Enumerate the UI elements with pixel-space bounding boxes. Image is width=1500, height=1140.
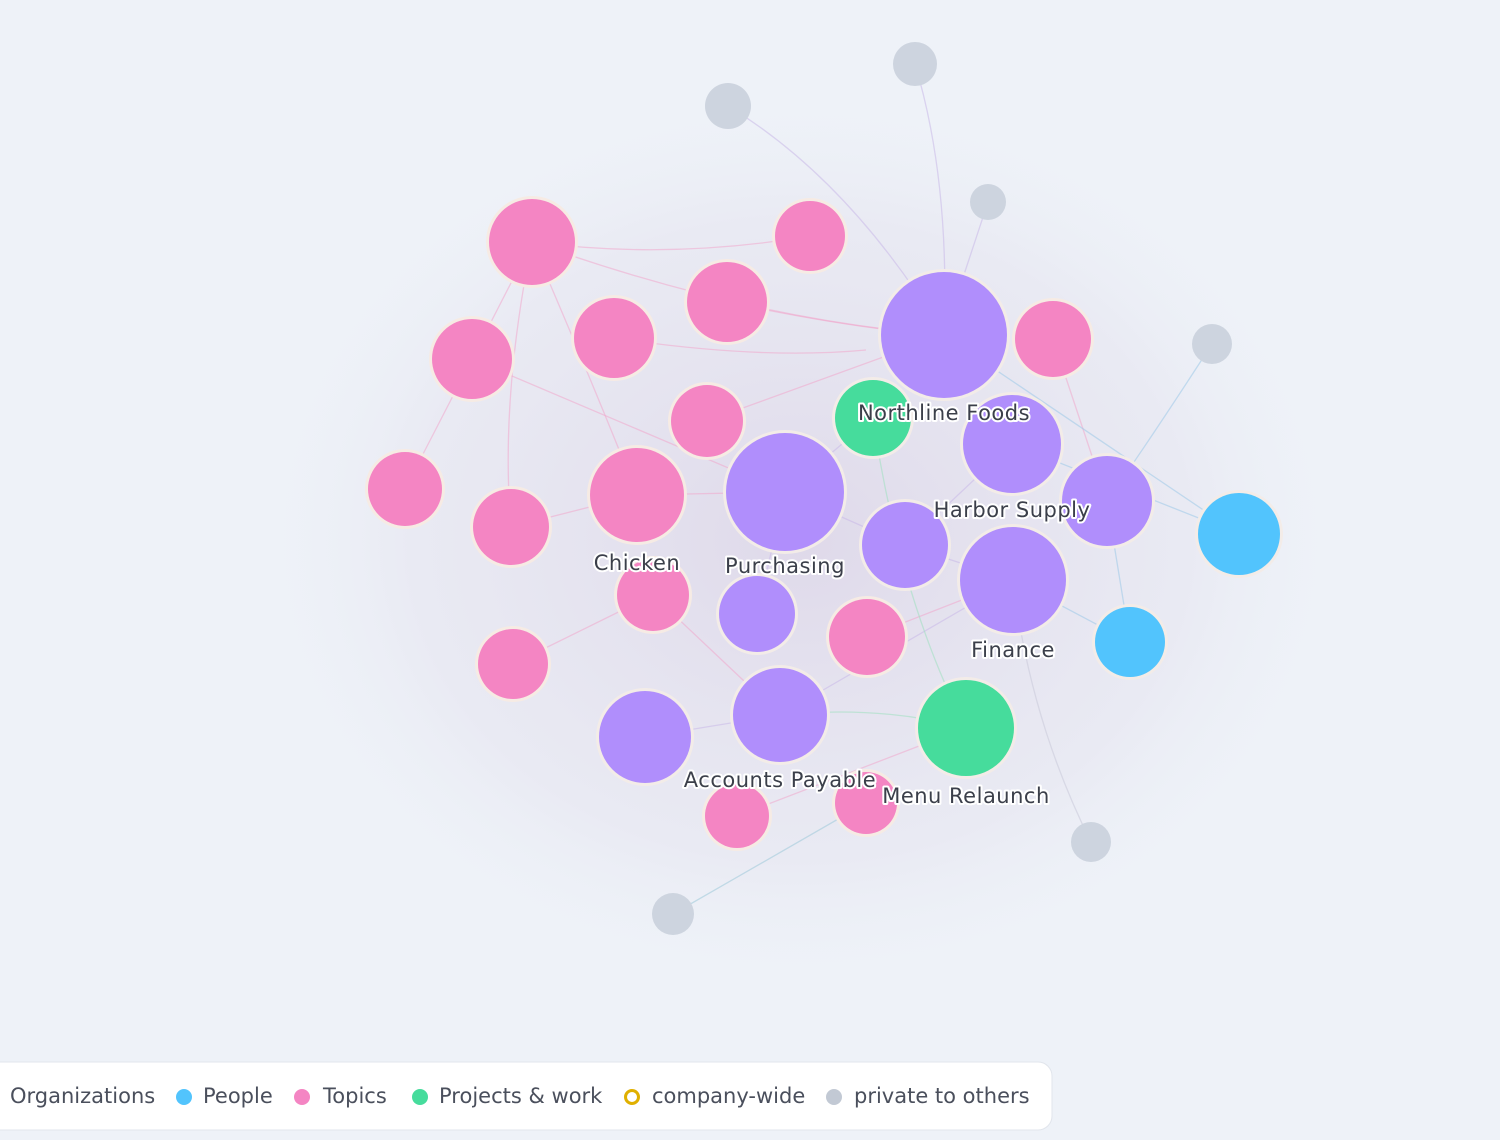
node-label: Menu Relaunch	[882, 784, 1050, 808]
node[interactable]	[574, 298, 654, 378]
node[interactable]	[671, 385, 743, 457]
node[interactable]	[893, 42, 937, 86]
node[interactable]	[835, 772, 897, 834]
node[interactable]	[599, 691, 691, 783]
node[interactable]	[368, 452, 442, 526]
node[interactable]	[835, 380, 911, 456]
node[interactable]	[489, 199, 575, 285]
legend-label: company-wide	[652, 1084, 805, 1108]
node-labels: Northline Foods Harbor Supply Chicken Pu…	[592, 399, 1092, 810]
node[interactable]	[1198, 493, 1280, 575]
node[interactable]	[687, 262, 767, 342]
legend-label: Organizations	[10, 1084, 155, 1108]
node[interactable]	[652, 893, 694, 935]
node[interactable]	[1192, 324, 1232, 364]
people-nodes	[1092, 490, 1283, 680]
project-nodes	[832, 377, 1017, 779]
node[interactable]	[963, 395, 1061, 493]
node[interactable]	[918, 680, 1014, 776]
node[interactable]	[473, 489, 549, 565]
legend-swatch	[624, 1089, 640, 1105]
legend-label: People	[203, 1084, 273, 1108]
private-nodes	[652, 42, 1232, 935]
node[interactable]	[590, 448, 684, 542]
node[interactable]	[1095, 607, 1165, 677]
node[interactable]	[733, 668, 827, 762]
node[interactable]	[829, 599, 905, 675]
node[interactable]	[970, 184, 1006, 220]
node[interactable]	[775, 201, 845, 271]
node[interactable]	[1062, 456, 1152, 546]
node-label: Chicken	[594, 551, 681, 575]
legend-swatch	[294, 1089, 310, 1105]
node[interactable]	[960, 527, 1066, 633]
node[interactable]	[726, 433, 844, 551]
legend-label: private to others	[854, 1084, 1030, 1108]
legend-swatch	[176, 1089, 192, 1105]
legend-box	[0, 1061, 1053, 1131]
node[interactable]	[1071, 822, 1111, 862]
node[interactable]	[705, 784, 769, 848]
legend-label: Topics	[322, 1084, 387, 1108]
legend: Organizations People Topics Projects & w…	[0, 1061, 1053, 1131]
legend-label: Projects & work	[439, 1084, 603, 1108]
legend-swatch	[412, 1089, 428, 1105]
node[interactable]	[862, 502, 948, 588]
node[interactable]	[881, 272, 1007, 398]
node-label: Finance	[971, 638, 1055, 662]
legend-swatch	[826, 1089, 842, 1105]
node[interactable]	[432, 319, 512, 399]
org-nodes	[596, 269, 1155, 786]
node-label: Northline Foods	[858, 401, 1030, 425]
node[interactable]	[617, 559, 689, 631]
node-label: Harbor Supply	[934, 498, 1091, 522]
node[interactable]	[478, 629, 548, 699]
node[interactable]	[705, 83, 751, 129]
node[interactable]	[719, 576, 795, 652]
node-label: Accounts Payable	[684, 768, 876, 792]
node-label: Purchasing	[725, 554, 845, 578]
node[interactable]	[1015, 301, 1091, 377]
topic-nodes	[365, 196, 1094, 851]
